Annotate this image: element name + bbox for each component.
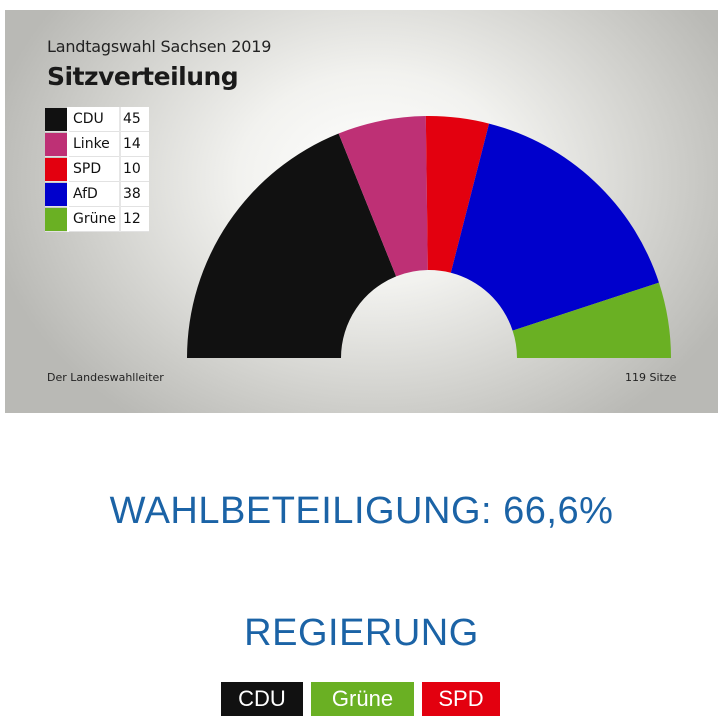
- coalition-badge-grüne: Grüne: [311, 682, 414, 716]
- parliament-chart: [187, 116, 671, 358]
- chart-legend: CDU 45 Linke 14 SPD 10 AfD 38 Grüne 12: [45, 107, 149, 232]
- legend-party-name: SPD: [67, 156, 120, 182]
- legend-party-name: Linke: [67, 131, 120, 157]
- chart-title: Landtagswahl Sachsen 2019: [47, 37, 272, 56]
- legend-row-linke: Linke 14: [45, 131, 149, 157]
- legend-row-grüne: Grüne 12: [45, 206, 149, 232]
- legend-row-spd: SPD 10: [45, 156, 149, 182]
- turnout-heading: WAHLBETEILIGUNG: 66,6%: [109, 490, 614, 532]
- seat-segment-afd: [450, 123, 659, 331]
- legend-seat-count: 10: [119, 156, 149, 182]
- chart-source: Der Landeswahlleiter: [47, 371, 164, 384]
- government-heading: REGIERUNG: [244, 612, 479, 654]
- legend-swatch: [45, 182, 67, 206]
- seat-segment-spd: [425, 116, 490, 273]
- coalition-badge-cdu: CDU: [221, 682, 303, 716]
- legend-party-name: AfD: [67, 181, 120, 207]
- seat-segment-grüne: [512, 282, 671, 358]
- legend-swatch: [45, 157, 67, 181]
- legend-swatch: [45, 132, 67, 156]
- seat-segment-linke: [338, 116, 428, 277]
- legend-row-cdu: CDU 45: [45, 107, 149, 132]
- total-seats-label: 119 Sitze: [625, 371, 677, 384]
- legend-party-name: CDU: [67, 107, 120, 132]
- legend-swatch: [45, 107, 67, 131]
- seat-segment-cdu: [187, 133, 397, 358]
- chart-subtitle: Sitzverteilung: [47, 62, 239, 91]
- legend-seat-count: 45: [119, 107, 149, 132]
- legend-row-afd: AfD 38: [45, 181, 149, 207]
- legend-seat-count: 12: [119, 206, 149, 232]
- legend-swatch: [45, 207, 67, 231]
- legend-seat-count: 38: [119, 181, 149, 207]
- coalition-badges: CDU Grüne SPD: [221, 682, 500, 716]
- legend-party-name: Grüne: [67, 206, 120, 232]
- legend-seat-count: 14: [119, 131, 149, 157]
- coalition-badge-spd: SPD: [422, 682, 500, 716]
- seat-distribution-graphic: Landtagswahl Sachsen 2019 Sitzverteilung…: [5, 10, 718, 413]
